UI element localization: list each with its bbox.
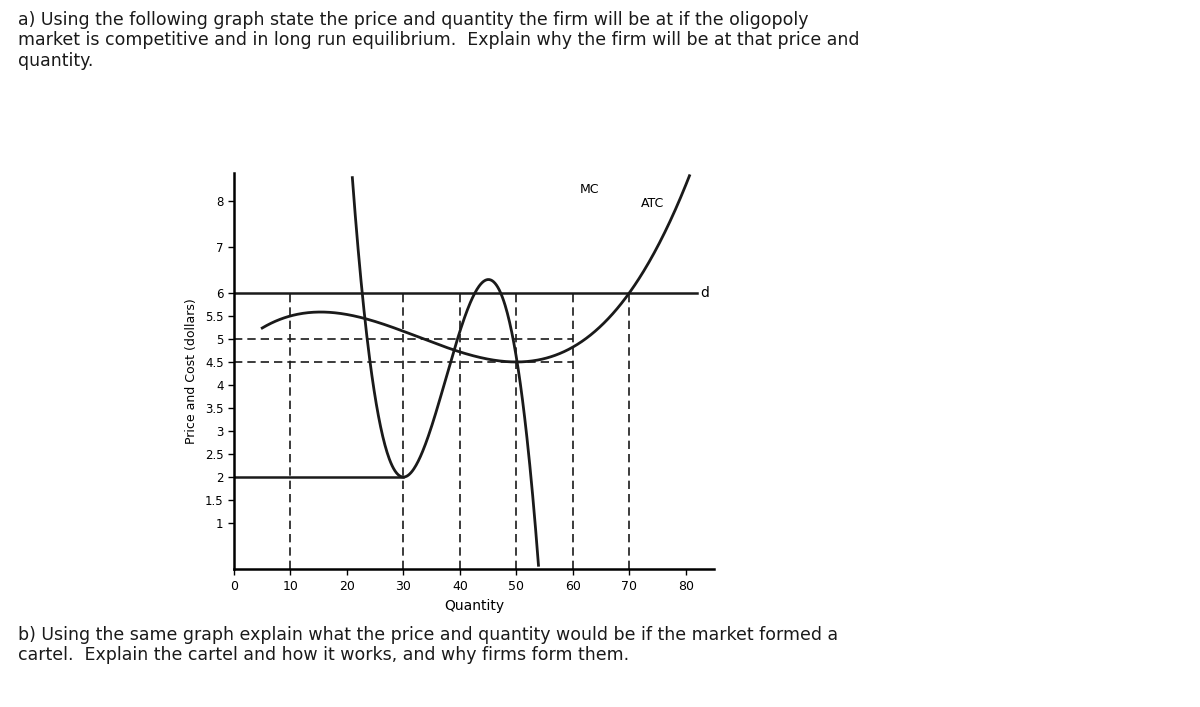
X-axis label: Quantity: Quantity [444,600,504,614]
Text: MC: MC [580,183,600,197]
Text: b) Using the same graph explain what the price and quantity would be if the mark: b) Using the same graph explain what the… [18,626,838,665]
Text: ATC: ATC [641,197,664,210]
Y-axis label: Price and Cost (dollars): Price and Cost (dollars) [185,298,198,444]
Text: d: d [700,286,709,300]
Text: a) Using the following graph state the price and quantity the firm will be at if: a) Using the following graph state the p… [18,11,859,70]
